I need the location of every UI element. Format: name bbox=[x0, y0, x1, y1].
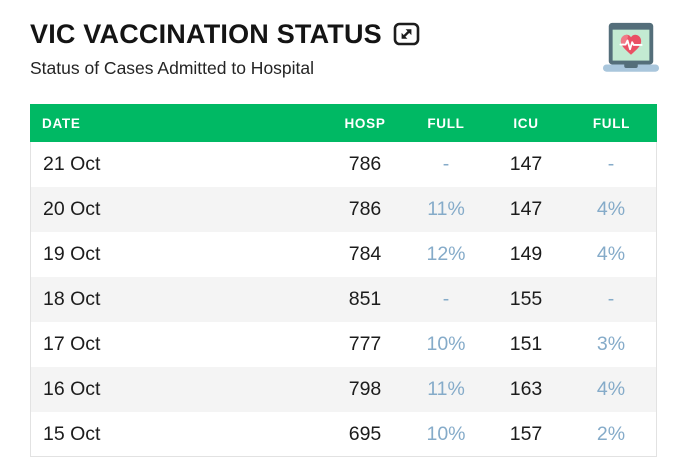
col-header-date: DATE bbox=[30, 104, 324, 142]
table-row: 16 Oct 798 11% 163 4% bbox=[30, 367, 657, 412]
table-row: 18 Oct 851 - 155 - bbox=[30, 277, 657, 322]
hosp-full-cell: - bbox=[406, 277, 486, 322]
hosp-cell: 851 bbox=[324, 277, 406, 322]
icu-full-cell: 4% bbox=[566, 232, 657, 277]
page-title: VIC VACCINATION STATUS bbox=[30, 19, 382, 49]
hosp-cell: 786 bbox=[324, 187, 406, 232]
col-header-icu-full: FULL bbox=[566, 104, 657, 142]
icu-full-cell: - bbox=[566, 142, 657, 187]
icu-full-cell: 4% bbox=[566, 367, 657, 412]
hosp-cell: 695 bbox=[324, 412, 406, 457]
date-cell: 16 Oct bbox=[30, 367, 324, 412]
page-subtitle: Status of Cases Admitted to Hospital bbox=[30, 58, 315, 78]
table-row: 21 Oct 786 - 147 - bbox=[30, 142, 657, 187]
col-header-hosp-full: FULL bbox=[406, 104, 486, 142]
col-header-icu: ICU bbox=[486, 104, 566, 142]
hosp-cell: 784 bbox=[348, 243, 382, 265]
icu-cell: 149 bbox=[509, 243, 543, 265]
date-cell: 20 Oct bbox=[30, 187, 324, 232]
external-link-icon[interactable] bbox=[393, 22, 420, 46]
table-header: DATE HOSP FULL ICU FULL bbox=[30, 104, 657, 142]
hosp-full-cell: 12% bbox=[426, 243, 466, 265]
table-row: 15 Oct 695 10% 157 2% bbox=[30, 412, 657, 457]
hosp-full-cell: - bbox=[442, 153, 450, 175]
date-cell: 19 Oct bbox=[30, 232, 324, 277]
icu-cell: 157 bbox=[486, 412, 566, 457]
table-row: 19 Oct 784 12% 149 4% bbox=[30, 232, 657, 277]
icu-cell: 147 bbox=[486, 187, 566, 232]
table-row: 20 Oct 786 11% 147 4% bbox=[30, 187, 657, 232]
hosp-cell: 786 bbox=[348, 153, 382, 175]
icu-full-cell: 3% bbox=[566, 322, 657, 367]
hosp-full-cell: 11% bbox=[406, 187, 486, 232]
date-cell: 15 Oct bbox=[30, 412, 324, 457]
hosp-full-cell: 11% bbox=[406, 367, 486, 412]
icu-cell: 155 bbox=[486, 277, 566, 322]
date-cell: 21 Oct bbox=[30, 142, 324, 187]
icu-full-cell: 4% bbox=[566, 187, 657, 232]
vaccination-status-table: DATE HOSP FULL ICU FULL 21 Oct 786 - 147… bbox=[30, 104, 657, 457]
widget-header: VIC VACCINATION STATUS Status of Cases A… bbox=[30, 18, 662, 79]
icu-cell: 147 bbox=[509, 153, 543, 175]
icu-cell: 163 bbox=[486, 367, 566, 412]
icu-full-cell: - bbox=[566, 277, 657, 322]
laptop-heart-pulse-icon bbox=[600, 20, 662, 78]
hosp-full-cell: 10% bbox=[406, 412, 486, 457]
icu-full-cell: 2% bbox=[566, 412, 657, 457]
date-cell: 17 Oct bbox=[30, 322, 324, 367]
date-cell: 18 Oct bbox=[30, 277, 324, 322]
table-header-row: DATE HOSP FULL ICU FULL bbox=[30, 104, 657, 142]
hosp-cell: 777 bbox=[348, 333, 382, 355]
icu-cell: 151 bbox=[509, 333, 543, 355]
table-row: 17 Oct 777 10% 151 3% bbox=[30, 322, 657, 367]
col-header-hosp: HOSP bbox=[324, 104, 406, 142]
hosp-full-cell: 10% bbox=[426, 333, 466, 355]
hosp-cell: 798 bbox=[324, 367, 406, 412]
